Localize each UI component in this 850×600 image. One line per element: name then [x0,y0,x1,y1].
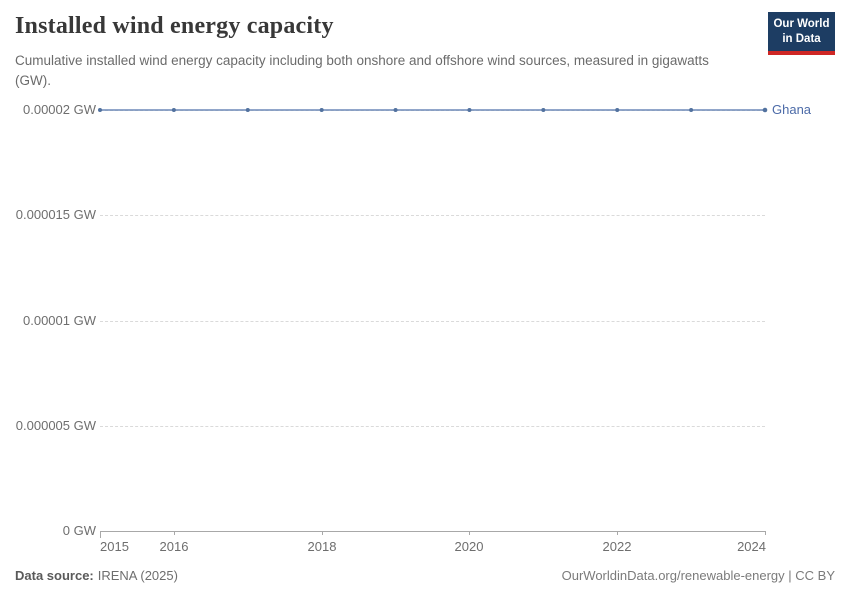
x-tick-label: 2018 [307,539,337,554]
y-gridline [100,321,765,322]
y-tick-label: 0.00001 GW [23,313,96,328]
x-tick-label: 2024 [737,539,766,554]
owid-logo[interactable]: Our World in Data [768,12,835,55]
logo-line-2: in Data [782,32,821,45]
data-source-value: IRENA (2025) [97,568,178,583]
y-tick-label: 0.00002 GW [23,102,96,117]
x-tick-mark [469,531,470,535]
y-gridline [100,426,765,427]
x-tick-mark [765,531,766,535]
x-tick-mark [617,531,618,535]
x-tick-label: 2020 [454,539,484,554]
x-tick-label: 2016 [159,539,189,554]
y-gridline [100,531,765,532]
y-gridline [100,110,765,111]
y-gridline [100,215,765,216]
logo-line-1: Our World [773,18,830,30]
y-tick-label: 0 GW [62,523,96,538]
footer-credit-link[interactable]: OurWorldinData.org/renewable-energy | CC… [561,568,835,583]
y-tick-label: 0.000015 GW [15,207,96,222]
chart-footer: Data source: IRENA (2025) OurWorldinData.… [15,568,835,583]
entity-label-ghana[interactable]: Ghana [772,102,812,117]
x-tick-label: 2015 [100,539,129,554]
chart-subtitle: Cumulative installed wind energy capacit… [15,53,709,88]
x-tick-mark [100,531,101,538]
data-source-label: Data source: [15,568,94,583]
x-tick-mark [322,531,323,535]
page-title: Installed wind energy capacity [15,13,334,39]
x-tick-mark [174,531,175,535]
y-tick-label: 0.000005 GW [15,418,96,433]
x-tick-label: 2022 [602,539,632,554]
data-source: Data source: IRENA (2025) [15,568,178,583]
